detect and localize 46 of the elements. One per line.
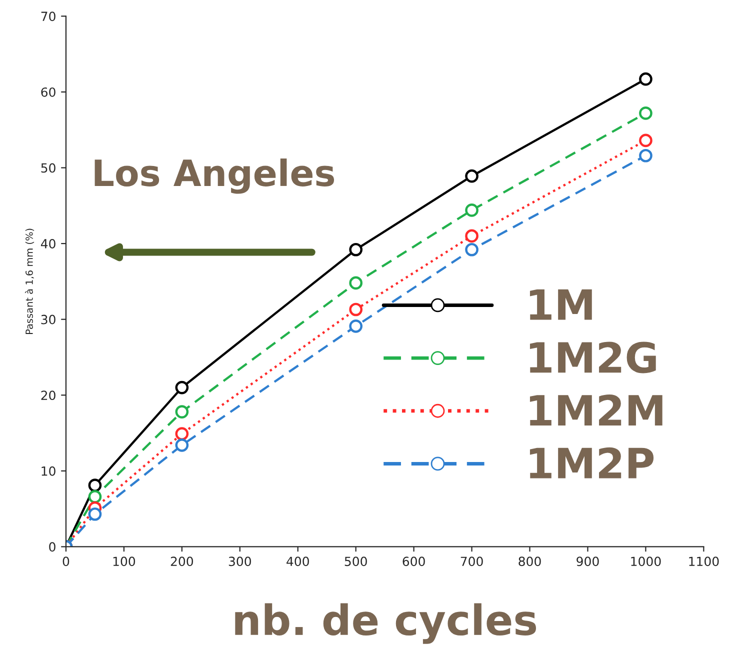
point [465, 169, 478, 183]
y-tick-label: 70 [41, 12, 56, 22]
annotation: Los Angeles [94, 158, 334, 194]
legend-label: 1M2P [530, 447, 654, 478]
y-tick-label: 40 [40, 239, 56, 248]
y-tick-label: 60 [41, 87, 56, 97]
point [88, 507, 102, 521]
legend-label: 1M2M [530, 394, 662, 426]
point [349, 276, 363, 290]
x-tick-label: 300 [228, 556, 251, 566]
x-tick-label: 900 [576, 556, 599, 566]
point [175, 380, 189, 394]
x-tick-label: 600 [402, 556, 425, 566]
x-tick-label: 500 [344, 556, 367, 566]
x-tick-label: 700 [460, 556, 483, 566]
x-tick-label: 1000 [631, 556, 661, 566]
y-tick-label: 20 [41, 390, 56, 400]
point [639, 134, 652, 148]
point [175, 405, 189, 418]
x-tick-label: 100 [113, 556, 136, 566]
point [465, 229, 478, 243]
point [349, 319, 363, 333]
x-tick-label: 200 [170, 556, 194, 566]
point [639, 106, 652, 120]
y-tick-label: 0 [49, 542, 56, 552]
point [465, 204, 478, 217]
point [175, 427, 189, 440]
point [349, 302, 363, 316]
legend-label: 1M [530, 289, 592, 320]
x-axis-title: nb. de cycles [235, 603, 536, 644]
y-tick-label: 50 [41, 163, 56, 173]
y-axis-title: Passant à 1,6 mm (%) [24, 228, 34, 334]
point [88, 478, 102, 492]
point [349, 242, 363, 256]
y-tick-label: 10 [42, 466, 56, 476]
x-tick-label: 400 [286, 556, 309, 566]
point [639, 72, 652, 86]
y-tick-label: 30 [41, 314, 56, 324]
point [175, 438, 189, 452]
point [88, 490, 102, 504]
point [639, 148, 652, 162]
legend-label: 1M2G [530, 342, 656, 374]
x-tick-label: 1100 [689, 556, 719, 566]
x-tick-label: 800 [518, 556, 541, 566]
point [465, 242, 478, 256]
x-tick-label: 0 [62, 556, 70, 566]
